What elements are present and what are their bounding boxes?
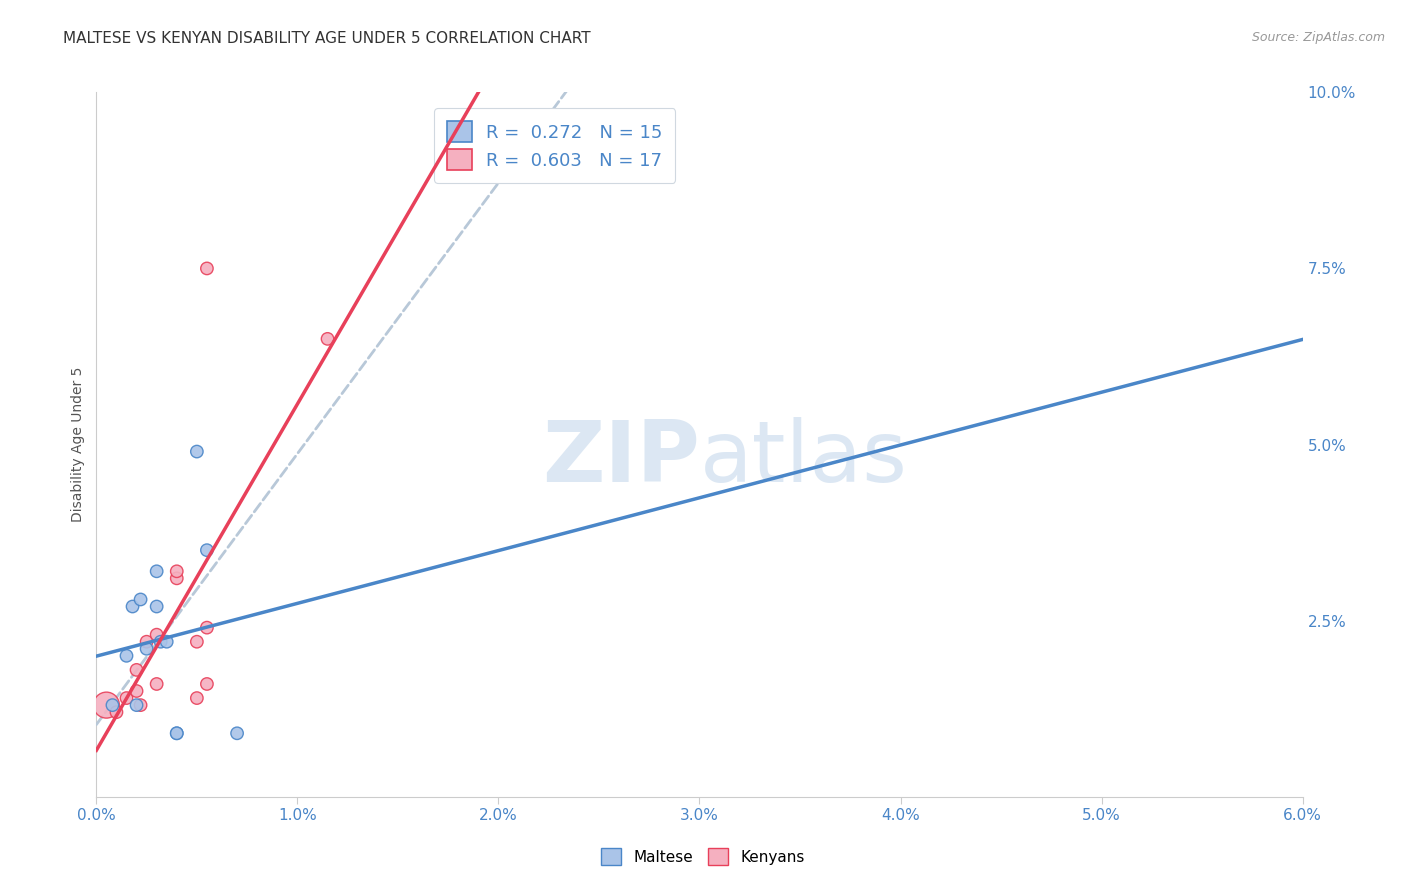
Point	[166, 571, 188, 585]
Point	[125, 684, 148, 698]
Point	[186, 634, 208, 648]
Text: ZIP: ZIP	[541, 417, 699, 500]
Point	[121, 599, 143, 614]
Text: atlas: atlas	[699, 417, 907, 500]
Point	[145, 599, 167, 614]
Point	[135, 634, 157, 648]
Point	[226, 726, 249, 740]
Point	[105, 705, 128, 719]
Point	[195, 621, 218, 635]
Point	[166, 726, 188, 740]
Point	[186, 691, 208, 706]
Point	[195, 543, 218, 558]
Point	[115, 691, 138, 706]
Point	[195, 677, 218, 691]
Point	[166, 564, 188, 578]
Point	[156, 634, 179, 648]
Point	[145, 628, 167, 642]
Point	[135, 641, 157, 656]
Legend: R =  0.272   N = 15, R =  0.603   N = 17: R = 0.272 N = 15, R = 0.603 N = 17	[434, 109, 675, 183]
Point	[115, 648, 138, 663]
Point	[316, 332, 339, 346]
Text: Source: ZipAtlas.com: Source: ZipAtlas.com	[1251, 31, 1385, 45]
Point	[149, 634, 172, 648]
Point	[145, 564, 167, 578]
Point	[129, 592, 152, 607]
Text: MALTESE VS KENYAN DISABILITY AGE UNDER 5 CORRELATION CHART: MALTESE VS KENYAN DISABILITY AGE UNDER 5…	[63, 31, 591, 46]
Point	[101, 698, 124, 712]
Point	[125, 663, 148, 677]
Point	[96, 698, 118, 712]
Point	[125, 698, 148, 712]
Y-axis label: Disability Age Under 5: Disability Age Under 5	[72, 367, 86, 522]
Point	[145, 677, 167, 691]
Point	[166, 726, 188, 740]
Point	[186, 444, 208, 458]
Point	[129, 698, 152, 712]
Point	[195, 261, 218, 276]
Legend: Maltese, Kenyans: Maltese, Kenyans	[595, 842, 811, 871]
